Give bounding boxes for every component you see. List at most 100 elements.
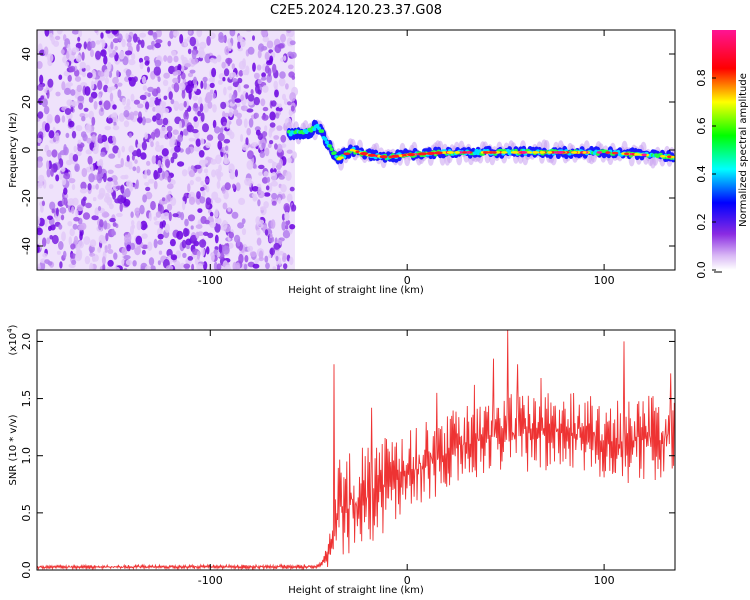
noise-blob [240,134,244,142]
noise-blob [123,110,130,118]
noise-blob [130,242,136,250]
noise-blob [256,64,262,71]
noise-blob [49,32,54,41]
noise-blob [37,160,43,168]
x-tick-label: 100 [594,574,615,587]
y-tick-label: -20 [20,189,33,207]
noise-blob [154,221,162,226]
noise-blob [232,78,238,83]
noise-blob [194,164,202,170]
noise-blob [245,137,249,146]
noise-blob [48,225,52,232]
noise-blob [75,209,79,217]
spectrogram-axes: -100 0 100 -40 -20 0 20 40 [20,30,675,287]
noise-blob [229,72,233,80]
noise-blob [241,144,249,151]
noise-blob [105,144,110,151]
noise-blob [37,137,42,144]
noise-blob [141,116,146,126]
noise-blob [46,237,51,245]
colorbar-tick-label: 0.4 [695,165,708,183]
noise-blob [95,50,101,60]
noise-blob [88,173,95,183]
signal-peak [558,151,563,154]
noise-blob [256,229,261,236]
noise-blob [223,138,231,144]
noise-blob [228,231,234,239]
noise-blob [40,95,44,100]
noise-blob [263,192,271,197]
noise-blob [87,155,93,165]
noise-blob [170,254,178,261]
noise-blob [118,50,125,60]
signal-core [329,147,334,151]
noise-blob [196,263,204,270]
noise-blob [210,252,215,262]
noise-blob [232,261,238,270]
noise-blob [265,262,270,270]
noise-blob [117,89,122,98]
noise-blob [38,174,45,183]
signal-peak [553,151,558,154]
noise-blob [211,67,217,78]
noise-blob [155,39,163,44]
noise-blob [213,261,218,270]
noise-blob [257,78,262,85]
noise-blob [93,100,98,110]
noise-blob [74,165,79,171]
noise-blob [109,86,117,91]
noise-blob [287,64,294,70]
noise-blob [94,30,99,34]
noise-blob [185,147,191,155]
noise-blob [199,41,207,50]
noise-blob [195,231,200,239]
noise-blob [270,100,277,107]
noise-blob [68,236,73,246]
noise-blob [258,171,263,176]
noise-blob [65,50,70,60]
noise-blob [202,123,209,133]
noise-blob [69,228,75,237]
noise-blob [163,95,168,101]
noise-blob [64,61,70,67]
noise-blob [153,180,158,190]
noise-blob [128,132,132,138]
snr-axes: -100 0 100 0.0 0.5 1.0 1.5 2.0 [20,330,675,587]
noise-blob [163,55,168,62]
noise-blob [80,181,87,190]
noise-blob [180,212,185,221]
noise-blob [287,101,292,106]
noise-blob [55,132,60,142]
noise-blob [96,160,104,167]
noise-blob [98,234,106,244]
noise-blob [267,143,272,149]
noise-blob [290,51,297,59]
signal-peak [521,151,528,154]
noise-blob [130,93,135,102]
noise-blob [260,98,266,107]
noise-blob [178,103,185,111]
noise-blob [191,263,195,270]
noise-blob [63,197,68,206]
noise-blob [108,70,113,78]
noise-blob [104,125,111,131]
noise-blob [112,222,117,227]
noise-blob [154,145,163,152]
noise-blob [146,45,154,50]
noise-blob [97,206,102,211]
noise-blob [234,169,238,178]
noise-blob [193,102,198,109]
noise-blob [142,194,148,203]
noise-blob [147,86,155,93]
noise-blob [90,80,95,90]
noise-blob [258,250,264,260]
noise-blob [116,212,123,218]
signal-peak [391,154,400,158]
noise-blob [209,211,214,217]
signal-core [309,128,314,133]
noise-blob [257,199,261,207]
noise-blob [178,120,182,129]
noise-blob [152,32,158,38]
noise-blob [269,233,273,239]
